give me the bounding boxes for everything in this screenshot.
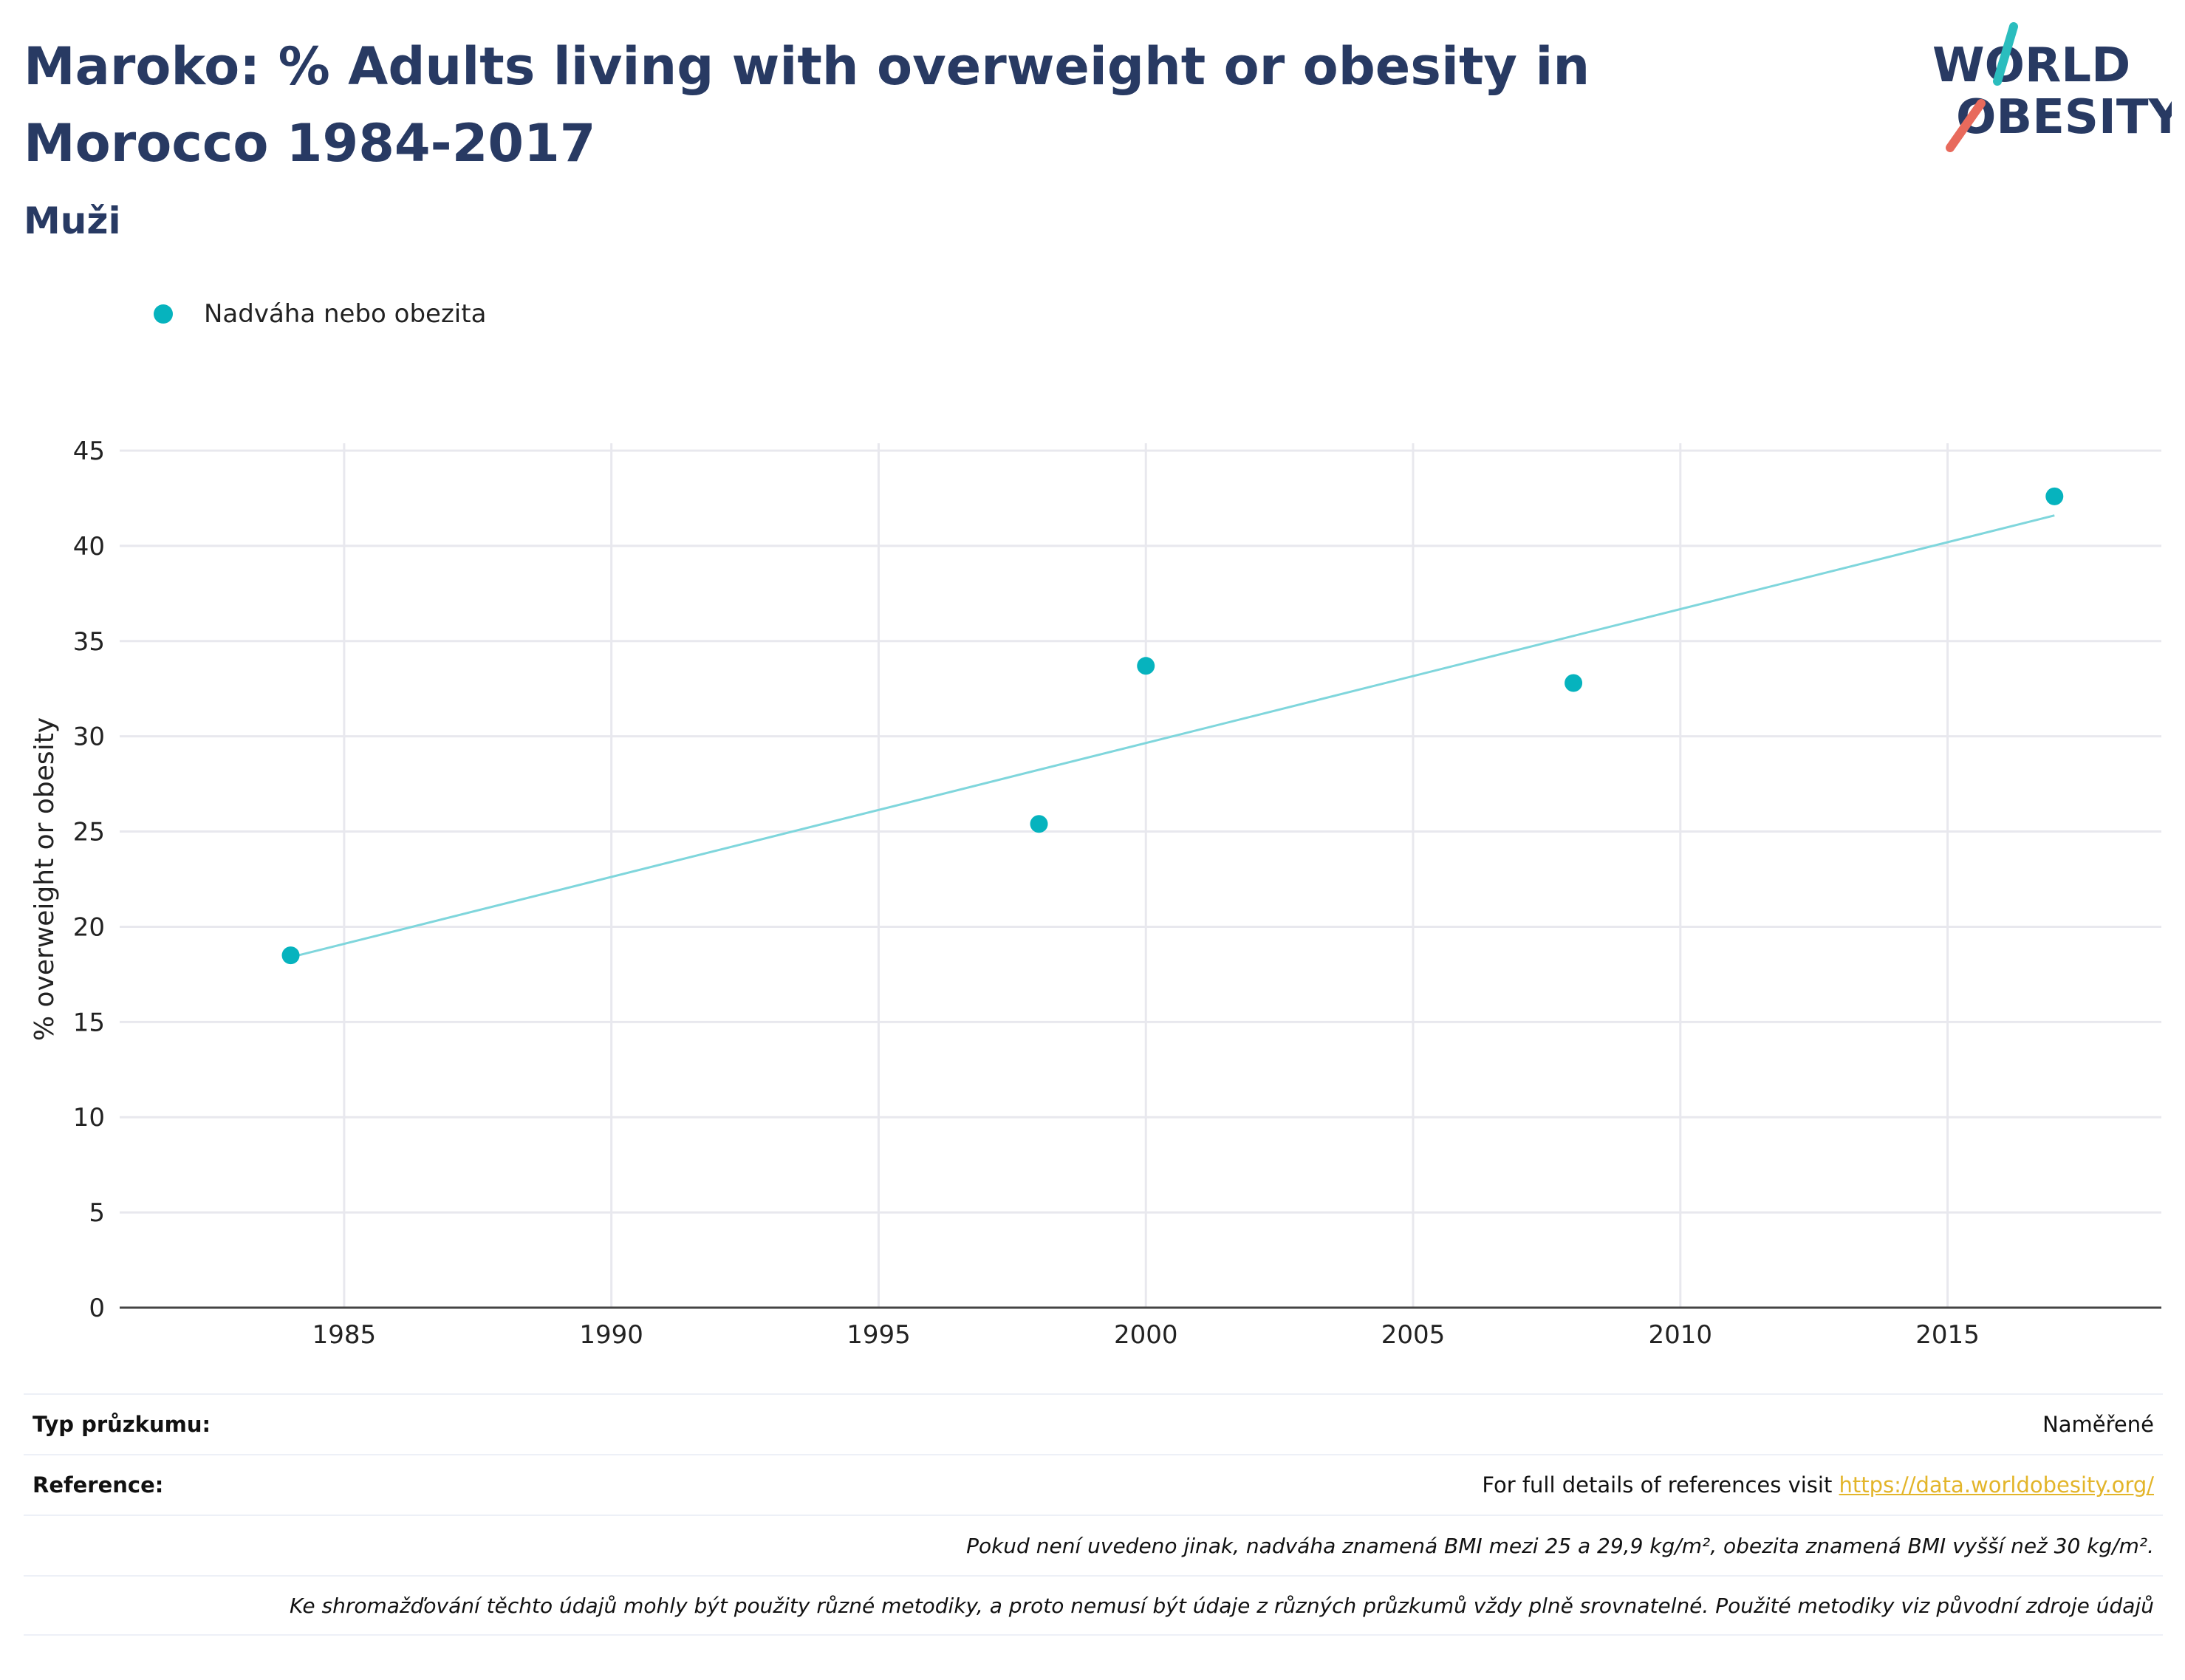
legend-marker: [154, 304, 173, 324]
logo-text-world: WORLD: [1932, 38, 2130, 93]
reference-link[interactable]: https://data.worldobesity.org/: [1839, 1472, 2154, 1498]
x-tick-label: 1990: [579, 1320, 643, 1350]
methods-note-row: Ke shromažďování těchto údajů mohly být …: [24, 1575, 2163, 1636]
y-tick-label: 30: [73, 723, 105, 752]
y-tick-label: 20: [73, 912, 105, 942]
y-axis-title: % overweight or obesity: [30, 717, 60, 1041]
reference-value: For full details of references visit htt…: [1482, 1472, 2154, 1498]
x-tick-label: 2010: [1649, 1320, 1713, 1350]
data-point: [1137, 657, 1155, 675]
world-obesity-logo: WORLD OBESITY: [1932, 22, 2172, 152]
footer-table: Typ průzkumu: Naměřené Reference: For fu…: [24, 1393, 2163, 1636]
data-point: [1030, 815, 1048, 833]
logo-slash-bottom: [1946, 99, 1986, 152]
chart-subtitle: Muži: [24, 199, 121, 242]
y-tick-label: 10: [73, 1103, 105, 1133]
x-tick-label: 2000: [1114, 1320, 1178, 1350]
y-tick-label: 25: [73, 818, 105, 847]
trendline: [290, 514, 2055, 959]
x-tick-label: 1995: [847, 1320, 911, 1350]
survey-type-label: Typ průzkumu:: [33, 1412, 211, 1437]
legend-label: Nadváha nebo obezita: [204, 299, 487, 329]
logo-slash-top: [1993, 22, 2018, 86]
data-point: [2045, 487, 2064, 505]
methods-note: Ke shromažďování těchto údajů mohly být …: [290, 1593, 2154, 1618]
reference-row: Reference: For full details of reference…: [24, 1454, 2163, 1515]
y-tick-label: 5: [89, 1198, 105, 1228]
data-point: [281, 946, 300, 965]
y-tick-label: 45: [73, 437, 105, 466]
x-tick-label: 1985: [312, 1320, 377, 1350]
chart-legend[interactable]: Nadváha nebo obezita: [154, 296, 486, 332]
bmi-note-row: Pokud není uvedeno jinak, nadváha znamen…: [24, 1515, 2163, 1575]
reference-label: Reference:: [33, 1472, 164, 1498]
y-tick-label: 15: [73, 1008, 105, 1037]
survey-type-value: Naměřené: [2042, 1412, 2154, 1437]
x-tick-label: 2015: [1915, 1320, 1980, 1350]
survey-type-row: Typ průzkumu: Naměřené: [24, 1393, 2163, 1454]
y-tick-label: 35: [73, 627, 105, 657]
data-point: [1565, 674, 1583, 692]
bmi-note: Pokud není uvedeno jinak, nadváha znamen…: [966, 1533, 2154, 1558]
reference-text: For full details of references visit: [1482, 1472, 1839, 1498]
logo-text-obesity: OBESITY: [1956, 90, 2172, 145]
chart-title: Maroko: % Adults living with overweight …: [24, 36, 1590, 174]
x-tick-label: 2005: [1381, 1320, 1446, 1350]
y-tick-label: 0: [89, 1294, 105, 1323]
scatter-chart: 0 5 10 15 20 25 30 35 40 45 1985 1990 1995 2000 2005 20…: [30, 437, 2161, 1350]
y-tick-label: 40: [73, 532, 105, 561]
